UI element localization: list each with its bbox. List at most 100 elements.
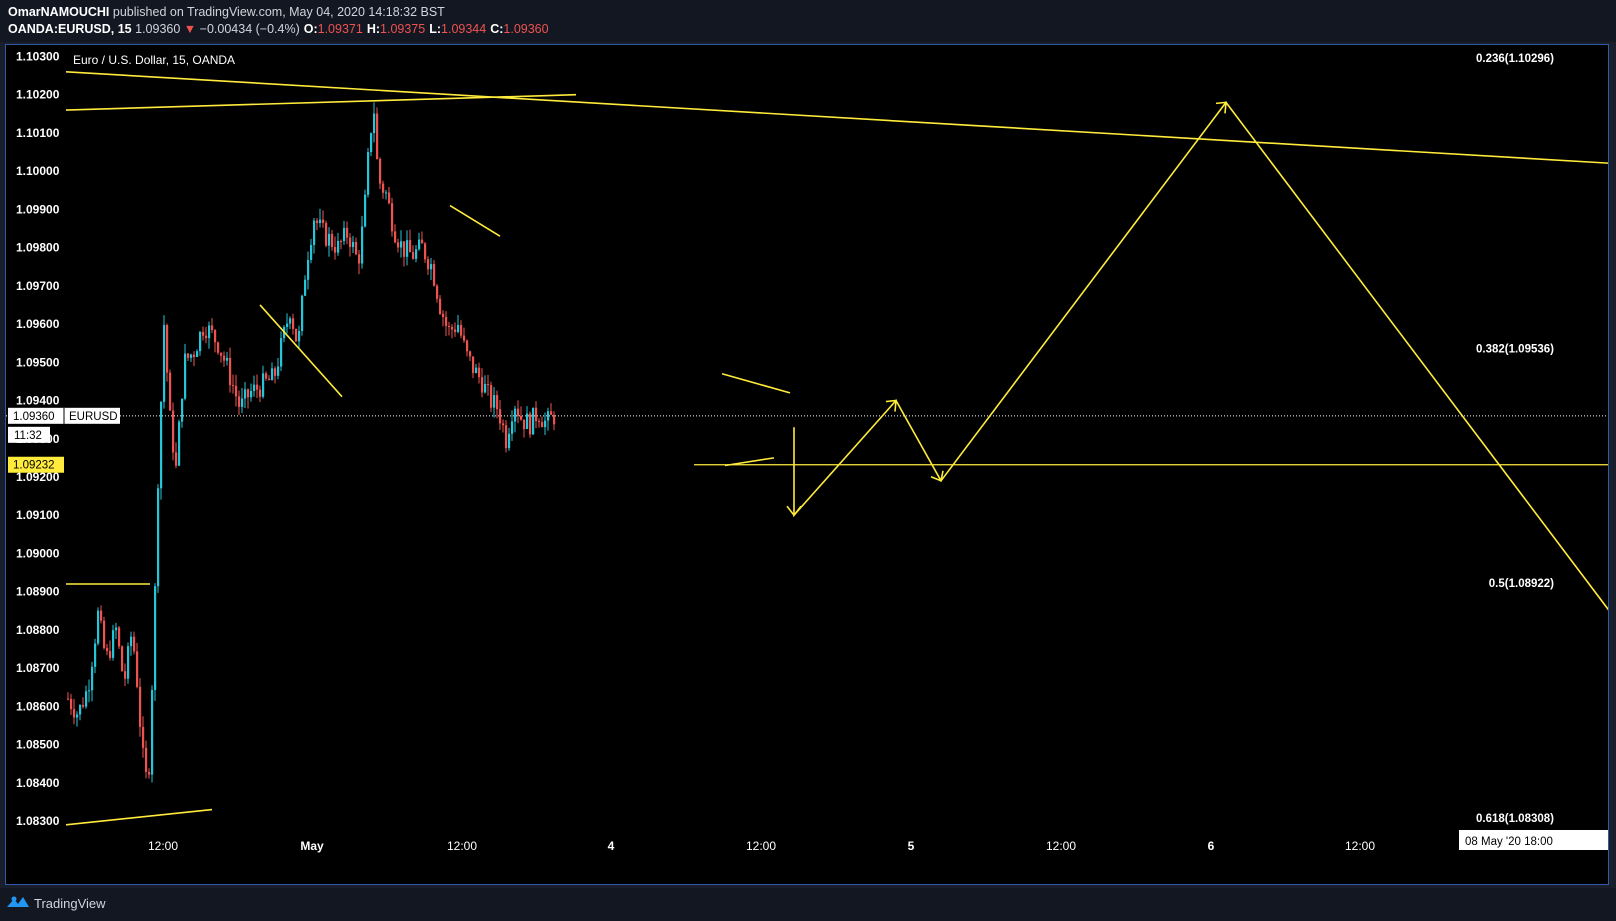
y-tick-label: 1.09000: [16, 546, 60, 560]
x-tick-label: 6: [1208, 839, 1215, 853]
candle-body: [454, 329, 457, 332]
candle-body: [67, 698, 70, 700]
candle-body: [103, 620, 106, 648]
y-tick-label: 1.08700: [16, 661, 60, 675]
candle-body: [346, 227, 349, 238]
candle-body: [106, 647, 109, 652]
x-tick-label: 5: [908, 839, 915, 853]
candle-body: [277, 366, 280, 376]
candle-body: [379, 158, 382, 184]
candle-body: [214, 330, 217, 343]
y-tick-label: 1.08600: [16, 699, 60, 713]
candle-body: [244, 389, 247, 399]
candle-body: [433, 264, 436, 286]
candle-body: [76, 714, 79, 718]
y-tick-label: 1.10000: [16, 164, 60, 178]
candle-body: [415, 249, 418, 259]
candle-body: [211, 325, 214, 331]
candle-body: [220, 352, 223, 356]
candle-body: [298, 330, 301, 342]
candle-body: [460, 324, 463, 336]
date-tag-text: 08 May '20 18:00: [1465, 836, 1553, 848]
candle-body: [442, 313, 445, 318]
candle-body: [259, 389, 262, 397]
candle-body: [286, 323, 289, 328]
candle-body: [463, 335, 466, 341]
candle-body: [511, 421, 514, 434]
top-support-trendline: [65, 93, 577, 111]
footer-bar: [0, 888, 1616, 921]
candle-body: [502, 423, 505, 426]
projected-zigzag-path: [793, 101, 1608, 611]
candle-body: [112, 630, 115, 658]
symbol-line: OANDA:EURUSD, 15 1.09360 ▼ −0.00434 (−0.…: [8, 22, 549, 36]
price-change: −0.00434 (−0.4%): [199, 22, 300, 36]
candle-body: [493, 395, 496, 408]
y-tick-label: 1.09400: [16, 394, 60, 408]
candle-body: [241, 398, 244, 407]
candle-body: [406, 240, 409, 257]
candle-body: [271, 368, 274, 381]
candle-body: [481, 377, 484, 393]
candle-body: [262, 373, 265, 397]
candle-body: [265, 373, 268, 379]
candle-body: [343, 227, 346, 242]
candle-body: [115, 627, 118, 631]
fib-level-label: 0.5(1.08922): [1489, 578, 1554, 590]
arrow-head-up-icon: [1215, 101, 1227, 114]
price-chart[interactable]: Euro / U.S. Dollar, 15, OANDA 1.10300 1.10…: [6, 45, 1608, 884]
high-label: H:: [366, 22, 381, 36]
tradingview-logo-icon[interactable]: [6, 893, 30, 911]
candle-body: [436, 285, 439, 299]
candle-body: [334, 247, 337, 253]
candle-body: [364, 194, 367, 227]
candle-body: [142, 726, 145, 748]
candle-body: [508, 433, 511, 449]
candle-body: [532, 407, 535, 435]
bottom-support-trendline: [65, 808, 213, 826]
fib-level-label: 0.618(1.08308): [1476, 813, 1554, 825]
author-name[interactable]: OmarNAMOUCHI: [8, 5, 110, 19]
candle-body: [253, 384, 256, 391]
candle-body: [385, 192, 388, 194]
x-tick-label: May: [300, 839, 324, 853]
candle-body: [187, 353, 190, 358]
candle-body: [424, 243, 427, 260]
countdown-value: 11:32: [14, 430, 42, 442]
high-value: 1.09375: [380, 22, 426, 36]
candle-body: [307, 259, 310, 280]
fib-level-label: 0.236(1.10296): [1476, 53, 1554, 65]
chart-frame[interactable]: Euro / U.S. Dollar, 15, OANDA 1.10300 1.10…: [5, 44, 1609, 885]
candle-body: [97, 610, 100, 644]
y-tick-label: 1.09700: [16, 279, 60, 293]
y-tick-label: 1.08300: [16, 814, 60, 828]
candle-body: [289, 318, 292, 324]
candles-layer: [67, 102, 556, 783]
candle-body: [268, 378, 271, 381]
y-tick-label: 1.10200: [16, 88, 60, 102]
candle-body: [325, 223, 328, 246]
candle-body: [505, 425, 508, 449]
candle-body: [247, 389, 250, 398]
candle-body: [223, 355, 226, 361]
candle-body: [208, 325, 211, 339]
candle-body: [274, 368, 277, 376]
y-tick-label: 1.08500: [16, 738, 60, 752]
candle-body: [190, 354, 193, 358]
candle-body: [109, 651, 112, 658]
candle-body: [430, 264, 433, 270]
upper-resistance-trendline: [65, 70, 1608, 164]
candle-body: [514, 408, 517, 422]
y-tick-label: 1.08800: [16, 623, 60, 637]
candle-body: [118, 627, 121, 647]
candle-body: [94, 643, 97, 667]
candle-body: [313, 220, 316, 246]
tradingview-brand[interactable]: TradingView: [34, 896, 106, 911]
candle-body: [517, 408, 520, 417]
candle-body: [184, 353, 187, 399]
low-label: L:: [429, 22, 442, 36]
candle-body: [553, 414, 556, 425]
close-label: C:: [490, 22, 504, 36]
candle-body: [523, 419, 526, 429]
current-symbol-label: EURUSD: [69, 411, 118, 423]
